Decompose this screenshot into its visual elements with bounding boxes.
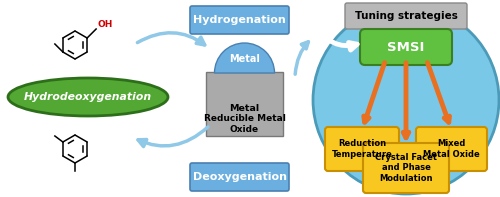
FancyBboxPatch shape — [325, 127, 399, 171]
Text: Mixed
Metal Oxide: Mixed Metal Oxide — [423, 139, 480, 159]
FancyBboxPatch shape — [190, 163, 289, 191]
FancyBboxPatch shape — [363, 143, 449, 193]
FancyBboxPatch shape — [190, 6, 289, 34]
Text: Hydrodeoxygenation: Hydrodeoxygenation — [24, 92, 152, 102]
Text: Metal: Metal — [229, 54, 260, 64]
FancyBboxPatch shape — [206, 72, 283, 136]
Text: Deoxygenation: Deoxygenation — [192, 172, 286, 182]
Text: OH: OH — [97, 20, 112, 29]
Text: Reducible Metal
Oxide: Reducible Metal Oxide — [204, 114, 286, 134]
Text: Crystal Facet
and Phase
Modulation: Crystal Facet and Phase Modulation — [375, 153, 437, 183]
FancyBboxPatch shape — [416, 127, 487, 171]
Text: Hydrogenation: Hydrogenation — [193, 15, 286, 25]
FancyBboxPatch shape — [360, 29, 452, 65]
Text: SMSI: SMSI — [388, 41, 424, 54]
Text: Tuning strategies: Tuning strategies — [354, 11, 458, 21]
Text: Reduction
Temperature: Reduction Temperature — [332, 139, 392, 159]
Wedge shape — [214, 43, 274, 73]
FancyBboxPatch shape — [345, 3, 467, 29]
Ellipse shape — [8, 78, 168, 116]
Text: Metal: Metal — [230, 104, 260, 113]
Ellipse shape — [313, 6, 499, 194]
